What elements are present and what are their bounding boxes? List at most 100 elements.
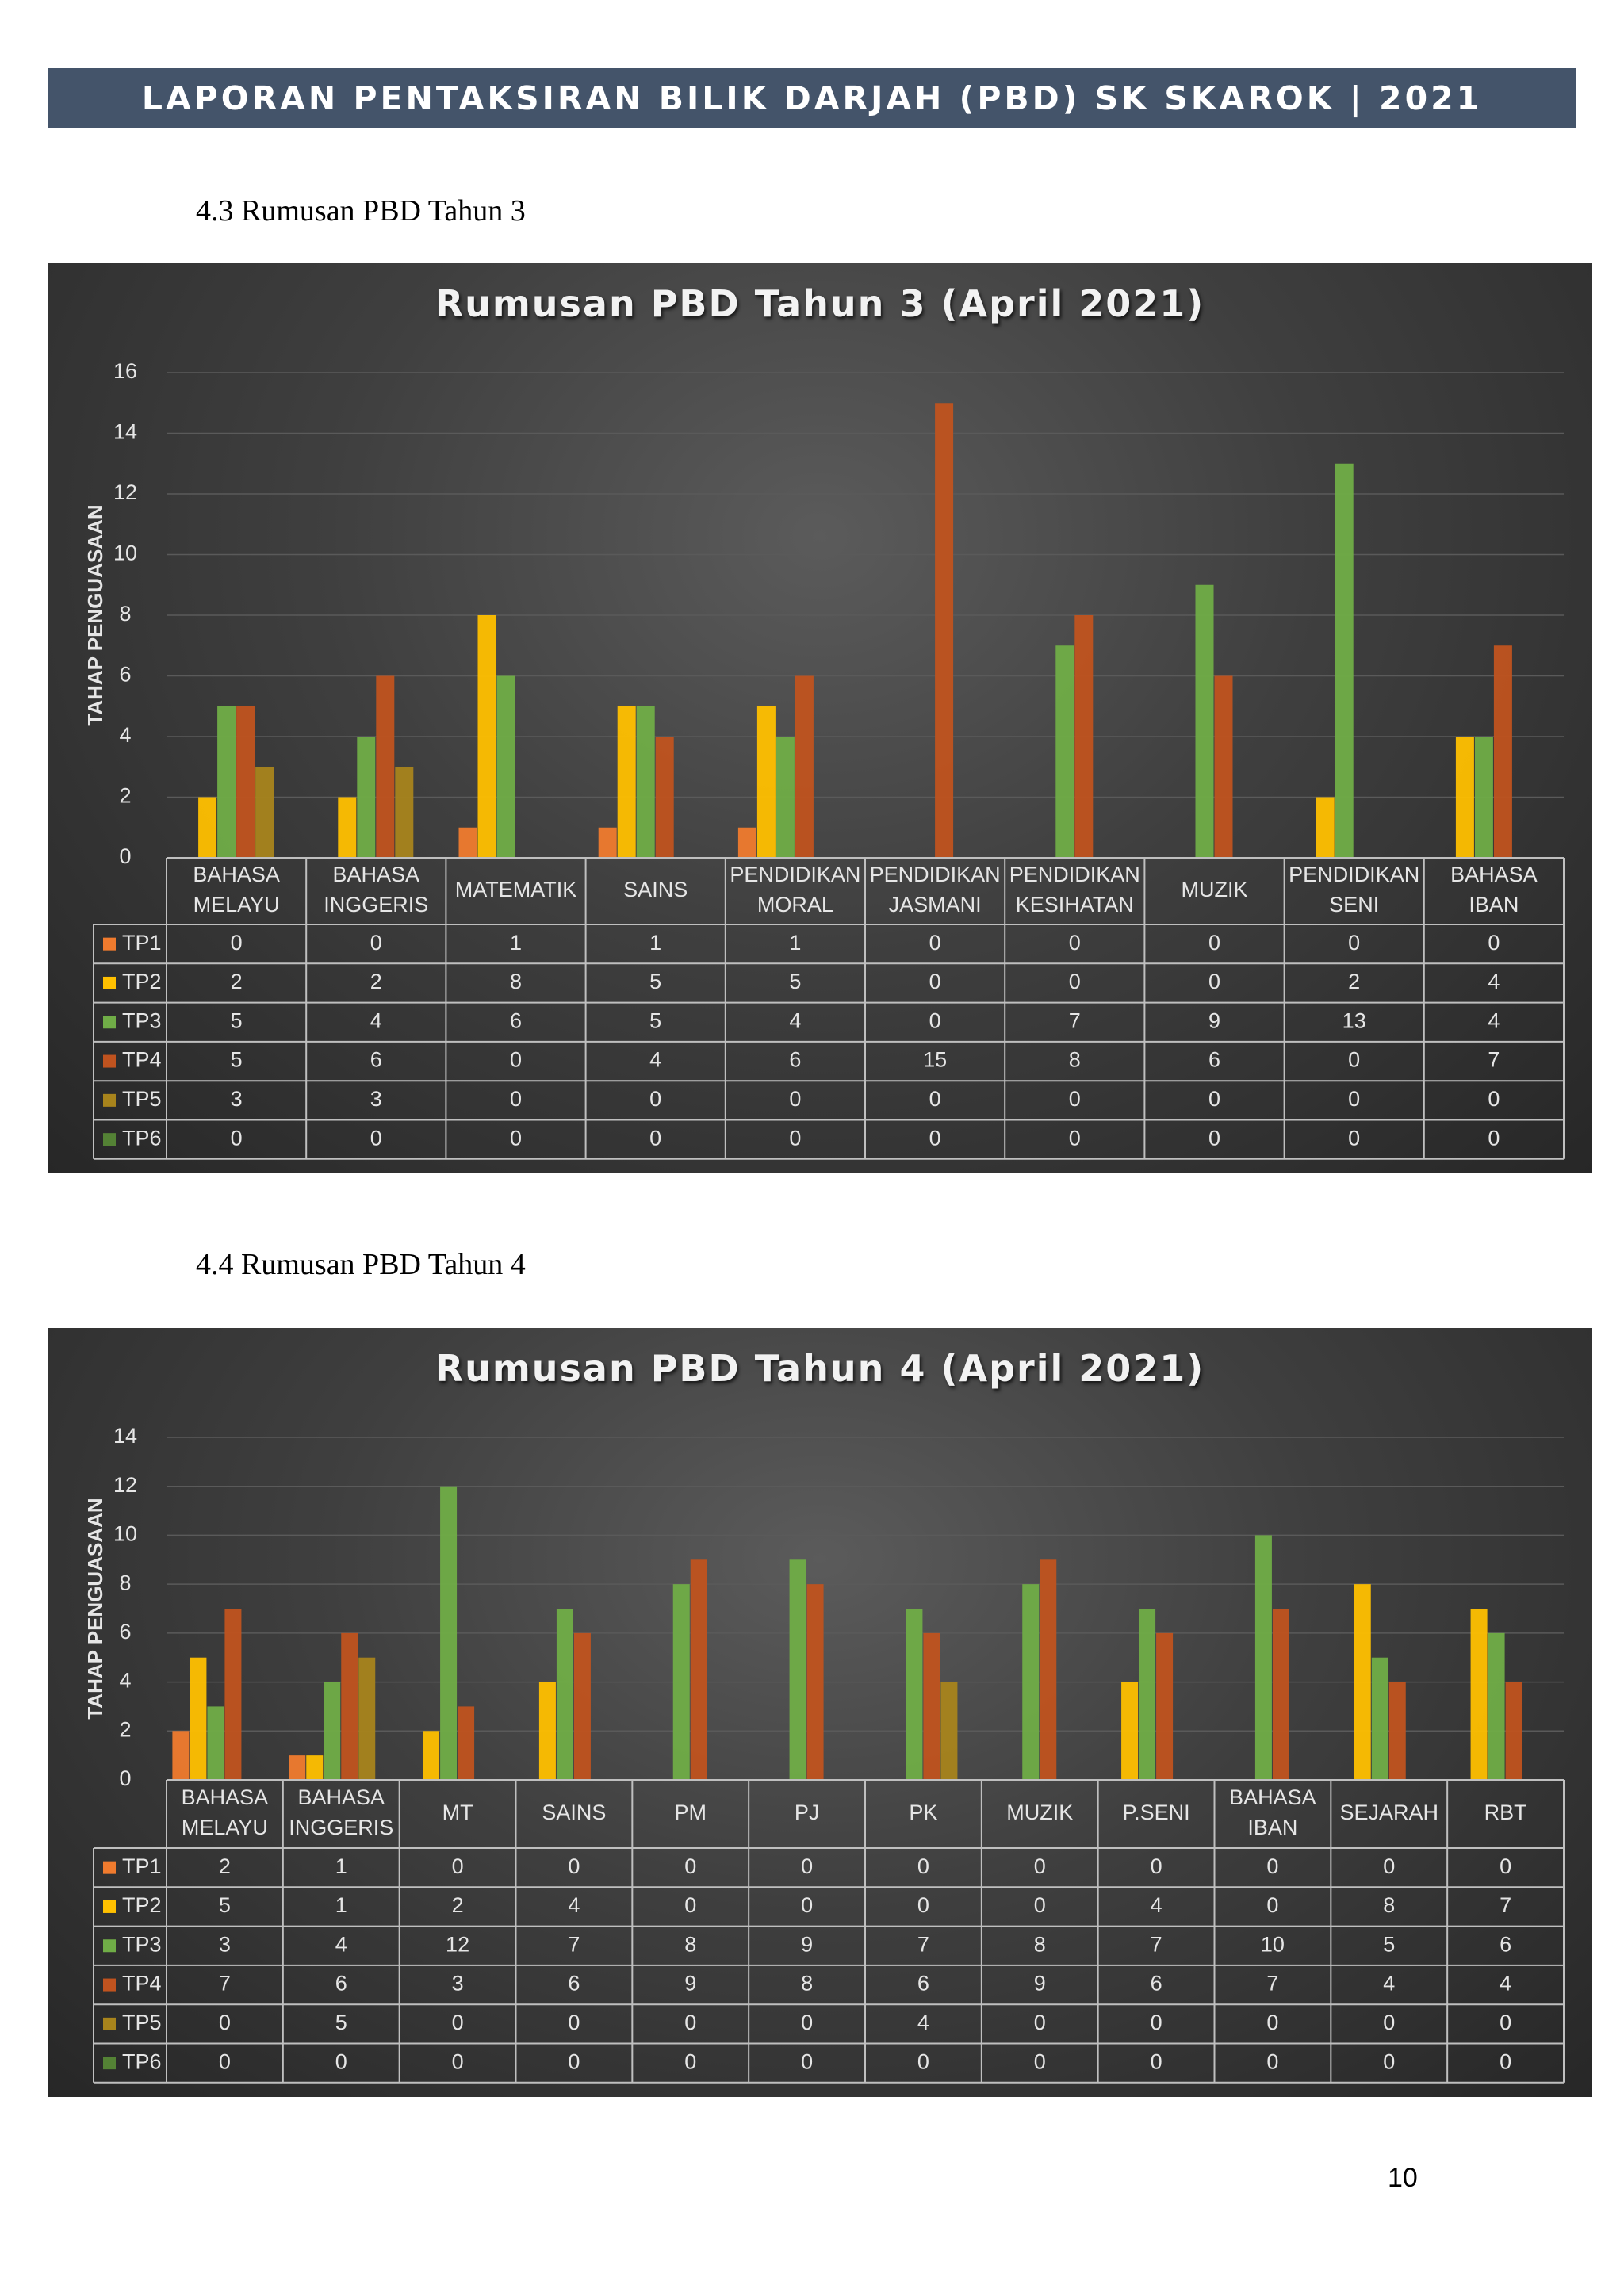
legend-key-tp6 bbox=[103, 2057, 116, 2070]
legend-label: TP1 bbox=[122, 1854, 162, 1878]
data-table-value: 6 bbox=[370, 1048, 382, 1072]
data-table-value: 0 bbox=[801, 2011, 813, 2034]
data-table-value: 10 bbox=[1261, 1932, 1285, 1956]
bar-tp4 bbox=[1493, 645, 1512, 858]
chart-panel-tahun-3: Rumusan PBD Tahun 3 (April 2021) 0 2 4 6 8 10… bbox=[48, 263, 1592, 1173]
data-table-value: 4 bbox=[568, 1893, 580, 1917]
data-table-value: 0 bbox=[684, 2011, 696, 2034]
bar-tp3 bbox=[636, 706, 655, 858]
bar-tp2 bbox=[477, 615, 496, 858]
legend-label: TP2 bbox=[122, 1893, 162, 1917]
bar-tp4 bbox=[236, 706, 255, 858]
bar-tp4 bbox=[1388, 1682, 1406, 1780]
data-table-value: 7 bbox=[568, 1932, 580, 1956]
data-table-value: 4 bbox=[1383, 1972, 1395, 1996]
data-table-value: 0 bbox=[1034, 2049, 1046, 2073]
data-table-value: 0 bbox=[649, 1087, 661, 1111]
bar-tp4 bbox=[1505, 1682, 1522, 1780]
data-table-value: 0 bbox=[1500, 1854, 1511, 1878]
bar-tp2 bbox=[617, 706, 636, 858]
bar-tp3 bbox=[556, 1609, 573, 1780]
data-table-value: 0 bbox=[1500, 2049, 1511, 2073]
legend-label: TP2 bbox=[122, 970, 162, 993]
x-category-label: BAHASA bbox=[1229, 1785, 1316, 1809]
data-table-value: 5 bbox=[649, 1008, 661, 1032]
bar-tp2 bbox=[1354, 1584, 1371, 1780]
x-category-label: JASMANI bbox=[889, 893, 982, 916]
data-table-value: 8 bbox=[1069, 1048, 1081, 1072]
data-table-value: 8 bbox=[1034, 1932, 1046, 1956]
y-tick-label: 8 bbox=[119, 1571, 131, 1594]
legend-key-tp1 bbox=[103, 937, 116, 951]
x-category-label: PENDIDIKAN bbox=[730, 863, 860, 886]
data-table-value: 0 bbox=[335, 2049, 347, 2073]
data-table-value: 5 bbox=[335, 2011, 347, 2034]
y-tick-label: 10 bbox=[113, 541, 137, 565]
bar-tp4 bbox=[376, 675, 395, 858]
bar-tp4 bbox=[806, 1584, 824, 1780]
data-table-value: 0 bbox=[684, 1854, 696, 1878]
y-tick-label: 16 bbox=[113, 359, 137, 383]
data-table-value: 0 bbox=[1488, 931, 1500, 955]
data-table-value: 4 bbox=[1151, 1893, 1162, 1917]
data-table-value: 0 bbox=[929, 1126, 941, 1150]
data-table-value: 6 bbox=[789, 1048, 801, 1072]
data-table-value: 1 bbox=[649, 931, 661, 955]
y-tick-label: 14 bbox=[113, 1424, 137, 1448]
data-table-value: 0 bbox=[1208, 1126, 1220, 1150]
data-table-value: 0 bbox=[684, 2049, 696, 2073]
x-category-label: SAINS bbox=[623, 878, 688, 901]
x-category-label: BAHASA bbox=[297, 1785, 385, 1809]
y-tick-label: 12 bbox=[113, 1473, 137, 1497]
bar-tp3 bbox=[1371, 1657, 1388, 1780]
x-category-label: MATEMATIK bbox=[455, 878, 577, 901]
x-category-label: P.SENI bbox=[1123, 1800, 1190, 1824]
bar-tp2 bbox=[1455, 737, 1474, 858]
data-table-value: 4 bbox=[370, 1008, 382, 1032]
data-table-value: 4 bbox=[917, 2011, 929, 2034]
data-table-value: 5 bbox=[789, 970, 801, 993]
data-table-value: 0 bbox=[370, 931, 382, 955]
data-table-value: 0 bbox=[231, 931, 243, 955]
data-table-value: 0 bbox=[1034, 2011, 1046, 2034]
data-table-value: 4 bbox=[1500, 1972, 1511, 1996]
data-table-value: 0 bbox=[1069, 1126, 1081, 1150]
data-table-value: 8 bbox=[684, 1932, 696, 1956]
x-category-label: IBAN bbox=[1469, 893, 1519, 916]
data-table-value: 1 bbox=[335, 1893, 347, 1917]
bar-tp2 bbox=[198, 797, 217, 858]
x-category-label: BAHASA bbox=[182, 1785, 269, 1809]
data-table-value: 4 bbox=[1488, 1008, 1500, 1032]
x-category-label: SENI bbox=[1329, 893, 1379, 916]
data-table-value: 8 bbox=[510, 970, 522, 993]
x-category-label: KESIHATAN bbox=[1016, 893, 1134, 916]
data-table-value: 1 bbox=[510, 931, 522, 955]
bar-tp3 bbox=[1474, 737, 1493, 858]
data-table-value: 0 bbox=[370, 1126, 382, 1150]
data-table-value: 0 bbox=[1151, 2011, 1162, 2034]
bar-tp3 bbox=[1195, 584, 1214, 858]
x-category-label: IBAN bbox=[1247, 1816, 1297, 1839]
legend-label: TP5 bbox=[122, 2011, 162, 2034]
y-axis-label: TAHAP PENGUASAAN bbox=[83, 504, 107, 725]
data-table-value: 5 bbox=[231, 1048, 243, 1072]
data-table-value: 0 bbox=[1069, 970, 1081, 993]
y-tick-label: 2 bbox=[119, 784, 131, 808]
y-tick-label: 4 bbox=[119, 1669, 131, 1693]
data-table-value: 0 bbox=[1034, 1893, 1046, 1917]
data-table-value: 0 bbox=[568, 1854, 580, 1878]
section-heading-tahun-3: 4.3 Rumusan PBD Tahun 3 bbox=[196, 194, 526, 228]
bar-tp3 bbox=[207, 1706, 224, 1780]
page-number: 10 bbox=[1388, 2163, 1418, 2193]
data-table-value: 0 bbox=[801, 2049, 813, 2073]
data-table-value: 6 bbox=[510, 1008, 522, 1032]
bar-tp3 bbox=[1254, 1535, 1272, 1780]
bar-tp2 bbox=[338, 797, 357, 858]
data-table-value: 7 bbox=[1151, 1932, 1162, 1956]
bar-tp4 bbox=[1272, 1609, 1289, 1780]
bar-tp4 bbox=[923, 1632, 940, 1780]
data-table-value: 9 bbox=[801, 1932, 813, 1956]
legend-key-tp3 bbox=[103, 1016, 116, 1029]
data-table-value: 0 bbox=[231, 1126, 243, 1150]
